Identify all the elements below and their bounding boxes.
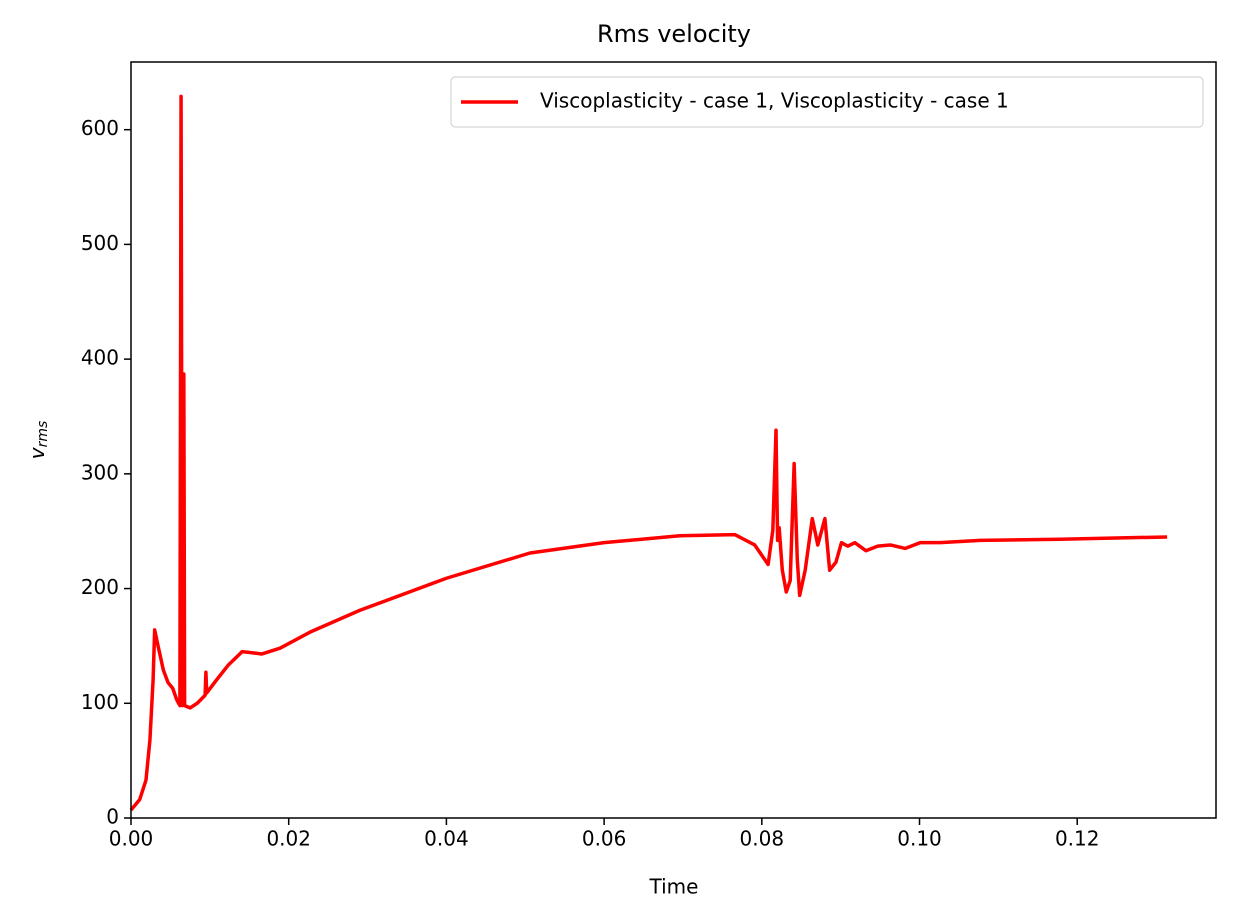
y-tick-label: 100 [81, 690, 119, 714]
y-axis-label: vrms [25, 421, 52, 460]
y-tick-label: 500 [81, 231, 119, 255]
y-tick-label: 300 [81, 460, 119, 484]
chart-title: Rms velocity [597, 20, 751, 48]
data-line [129, 94, 1168, 812]
x-axis-label: Time [649, 875, 699, 899]
x-tick-label: 0.06 [582, 827, 627, 851]
y-tick-label: 400 [81, 346, 119, 370]
x-tick-label: 0.08 [740, 827, 785, 851]
x-tick-label: 0.10 [897, 827, 942, 851]
y-tick-label: 200 [81, 575, 119, 599]
y-label-sub: rms [35, 421, 51, 448]
x-tick-label: 0.04 [424, 827, 469, 851]
x-tick-label: 0.02 [266, 827, 311, 851]
y-tick-label: 600 [81, 116, 119, 140]
y-label-main: v [25, 446, 49, 459]
legend-box [450, 76, 1204, 128]
x-tick-label: 0.12 [1055, 827, 1100, 851]
y-tick-label: 0 [106, 805, 119, 829]
plot-frame [130, 61, 1217, 819]
legend-label: Viscoplasticity - case 1, Viscoplasticit… [540, 89, 1009, 113]
x-tick-label: 0.00 [109, 827, 154, 851]
